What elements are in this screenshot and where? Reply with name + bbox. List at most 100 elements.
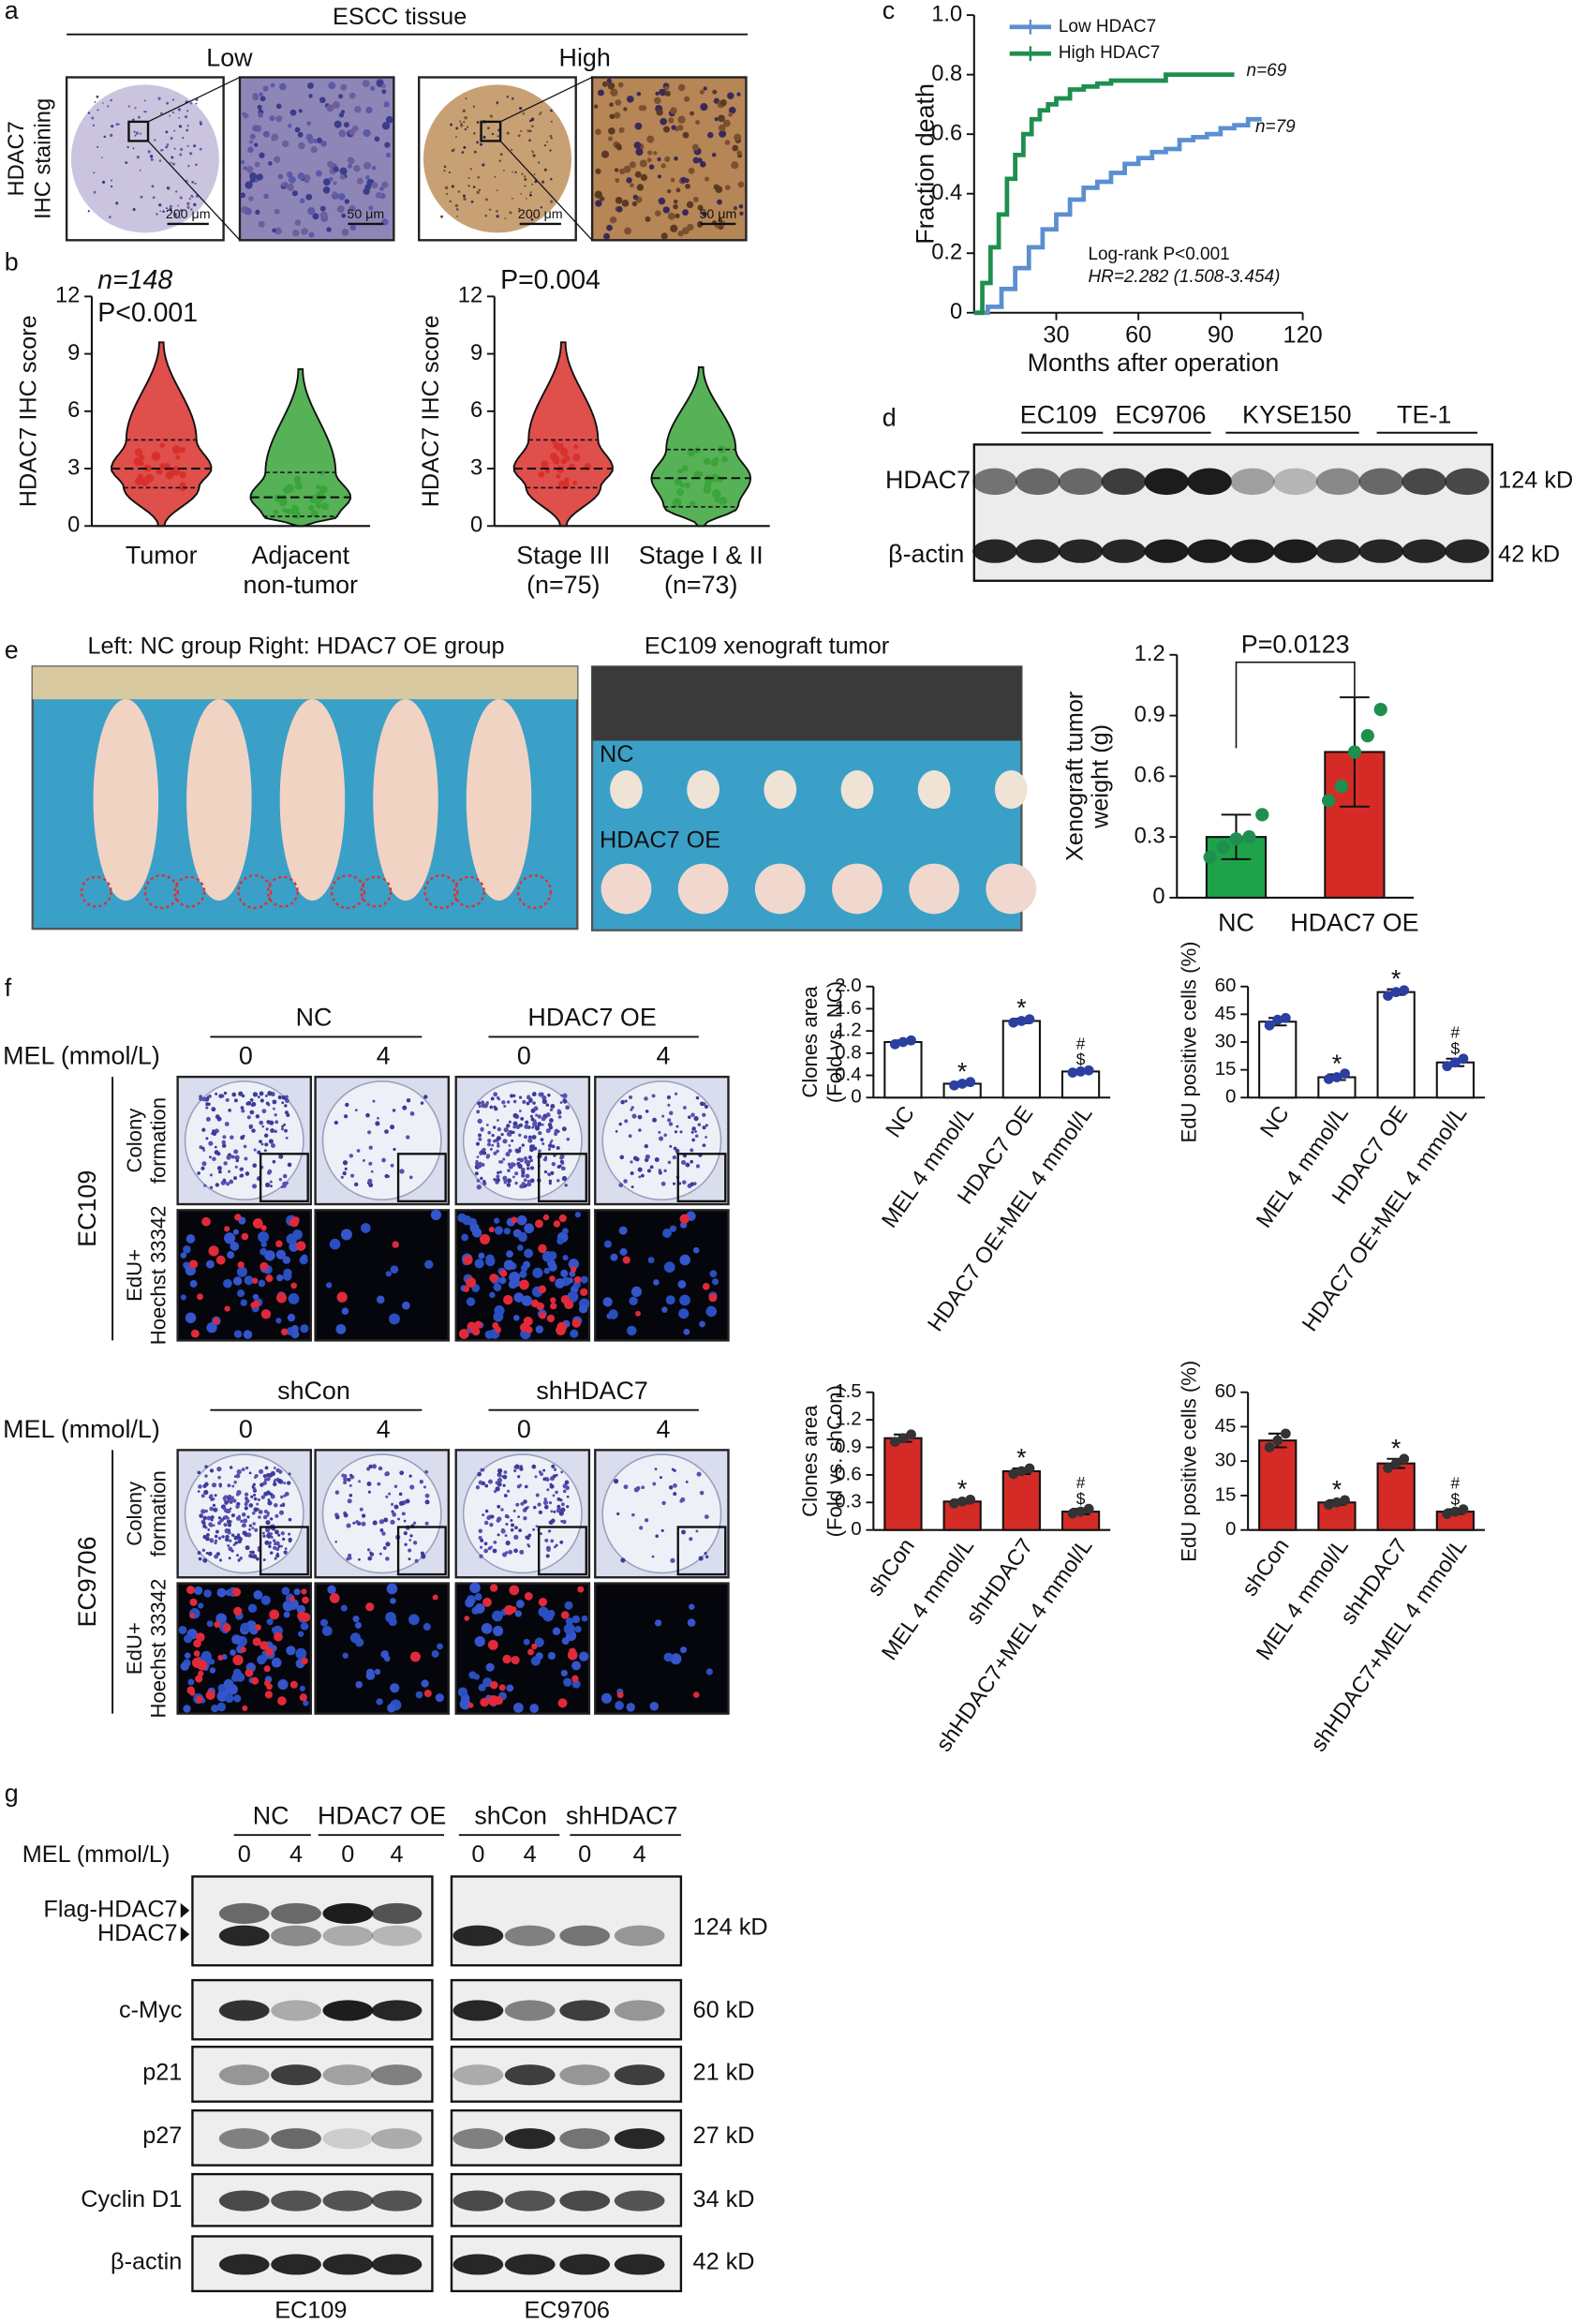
cell [609,113,616,120]
nucleus [354,1621,363,1629]
cell [728,106,736,114]
colony [228,1169,231,1173]
colony [555,1490,558,1495]
nucleus [329,1238,341,1250]
cell [365,175,370,180]
nucleus [423,1622,431,1631]
colony [197,1171,200,1175]
colony [209,1468,215,1473]
colony [641,1485,645,1490]
cell [529,191,532,194]
colony [266,1513,270,1517]
cell [338,193,346,201]
violin-dot [285,484,294,493]
colony [352,1521,356,1525]
colony [258,1510,263,1514]
cell [621,200,630,207]
nucleus [257,1655,267,1665]
cell [738,203,744,209]
mouse [373,699,438,901]
colony [224,1500,229,1505]
colony [502,1157,506,1161]
colony [335,1515,340,1520]
cell [178,216,181,219]
colony [239,1557,243,1560]
label: β-actin [888,540,964,568]
colony [538,1149,541,1153]
colony [652,1482,657,1486]
colony [255,1114,260,1119]
blot-band [972,468,1017,496]
colony [566,1137,571,1141]
cell [682,209,689,216]
edu-nucleus [534,1219,543,1229]
data-point [1458,1053,1469,1065]
colony [277,1533,281,1537]
colony [527,1544,531,1548]
cell [87,210,90,213]
cell [617,82,624,88]
y-tick-label: 0.6 [931,121,962,145]
cell [509,211,512,215]
cell [370,85,376,91]
label: EdU+ [123,1622,146,1675]
violin-dot [179,471,186,479]
colony [238,1537,243,1542]
cell [385,115,393,124]
colony [702,1112,706,1117]
colony [531,1464,537,1469]
colony [562,1098,567,1104]
nucleus [275,1274,284,1282]
data-point [1272,1435,1283,1446]
cell [375,191,382,199]
cell [158,159,162,162]
cell [660,232,668,240]
colony [566,1505,570,1509]
colony [252,1482,256,1486]
colony [493,1125,497,1129]
blot-band [504,2128,556,2150]
colony [404,1542,408,1546]
data-point [1399,985,1410,996]
nucleus [340,1604,348,1612]
colony [541,1098,547,1105]
blot-band [1402,539,1446,563]
y-tick-label: 0.6 [835,1463,862,1484]
cell [140,195,143,199]
nucleus [295,1647,307,1660]
cell [319,97,326,104]
edu-nucleus [494,1326,501,1333]
cell [93,171,96,174]
edu-nucleus [275,1240,283,1248]
colony [476,1155,480,1159]
cell [691,143,699,151]
blot-band [371,2190,423,2212]
blot-band [218,2128,270,2150]
annotation: P<0.001 [97,298,198,328]
nucleus [264,1250,275,1261]
cell [443,165,447,169]
cell [147,150,151,154]
cell [103,135,107,139]
blot-band [559,1925,611,1946]
colony [256,1502,260,1506]
nucleus [680,1646,688,1654]
blot-band [1358,539,1404,563]
colony [281,1095,287,1100]
cell [647,150,653,156]
violin-dot [538,470,545,478]
cell [133,130,136,133]
cell [539,112,541,116]
label: Cyclin D1 [81,2186,182,2212]
blot-band [218,2190,270,2212]
y-tick-label: 15 [1215,1483,1237,1505]
label: 200 μm [166,207,211,222]
label: 27 kD [693,2123,755,2149]
blot-band [504,2254,556,2275]
colony [689,1537,693,1542]
bar [1376,1462,1416,1531]
nucleus [194,1586,203,1595]
colony [236,1490,242,1496]
violin-dot [703,457,711,466]
colony [204,1474,208,1478]
